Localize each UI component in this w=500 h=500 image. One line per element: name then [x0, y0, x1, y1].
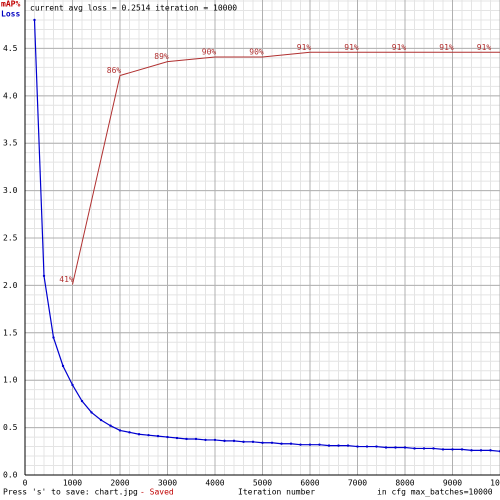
series-line — [33, 19, 500, 452]
loss-point — [232, 439, 236, 443]
x-tick-label: 2000 — [110, 479, 129, 488]
loss-point — [365, 445, 369, 448]
y-tick-label: 4.5 — [3, 44, 18, 53]
loss-point — [289, 442, 293, 445]
loss-point — [42, 274, 46, 278]
loss-point — [422, 447, 426, 450]
y-tick-label: 1.0 — [3, 376, 18, 385]
x-tick-label: 5000 — [253, 479, 272, 488]
loss-point — [375, 445, 378, 448]
y-tick-label: 2.5 — [3, 234, 18, 243]
footer-right: in cfg max_batches=10000 — [377, 488, 493, 497]
x-tick-label: 6000 — [300, 479, 319, 488]
loss-point — [156, 434, 160, 438]
data-label: 91% — [344, 43, 359, 52]
loss-point — [242, 440, 245, 444]
footer-left: Press 's' to save: chart.jpg — [3, 488, 138, 497]
loss-point — [80, 399, 84, 403]
x-tick-label: 10 — [490, 479, 500, 488]
legend-bg — [0, 0, 22, 20]
loss-point — [308, 443, 312, 446]
loss-point — [384, 446, 388, 449]
loss-point — [147, 433, 150, 437]
y-tick-label: 4.0 — [3, 91, 18, 100]
data-label: 89% — [154, 52, 169, 61]
loss-point — [346, 444, 350, 447]
loss-point — [137, 433, 141, 436]
x-tick-label: 0 — [23, 479, 28, 488]
loss-point — [432, 447, 435, 450]
loss-point — [251, 440, 255, 444]
loss-point — [413, 447, 416, 450]
x-tick-label: 3000 — [158, 479, 177, 488]
data-label: 86% — [107, 66, 122, 75]
loss-point — [470, 449, 473, 452]
y-tick-label: 3.5 — [3, 139, 18, 148]
loss-point — [318, 443, 321, 446]
loss-point — [99, 418, 103, 422]
x-axis-label: Iteration number — [238, 488, 315, 497]
loss-point — [394, 446, 397, 449]
loss-point — [299, 443, 302, 446]
loss-point — [403, 446, 407, 449]
loss-point — [61, 364, 65, 368]
loss-point — [118, 429, 122, 432]
data-label: 91% — [297, 43, 312, 52]
loss-point — [166, 435, 169, 439]
loss-point — [441, 448, 445, 451]
data-label: 91% — [477, 43, 492, 52]
loss-point — [90, 411, 93, 414]
loss-point — [213, 438, 217, 442]
loss-point — [270, 441, 274, 444]
loss-point — [223, 439, 226, 443]
series-line — [72, 51, 500, 285]
loss-point — [337, 444, 340, 447]
loss-point — [489, 449, 492, 452]
loss-point — [204, 438, 207, 442]
loss-point — [71, 383, 74, 387]
loss-point — [109, 424, 112, 427]
x-tick-label: 4000 — [205, 479, 224, 488]
x-tick-label: 9000 — [443, 479, 462, 488]
loss-point — [327, 444, 331, 447]
y-tick-label: 3.0 — [3, 186, 18, 195]
legend-map: mAP% — [1, 0, 20, 9]
loss-point — [479, 449, 483, 452]
x-tick-label: 8000 — [395, 479, 414, 488]
loss-point — [185, 437, 188, 441]
loss-point — [261, 441, 264, 444]
y-tick-label: 0.5 — [3, 423, 18, 432]
loss-point — [356, 445, 359, 448]
x-tick-label: 7000 — [348, 479, 367, 488]
footer-saved: - Saved — [140, 488, 174, 497]
legend-loss: Loss — [1, 10, 20, 19]
chart-title: current avg loss = 0.2514 iteration = 10… — [30, 4, 237, 13]
loss-point — [52, 336, 55, 339]
loss-point — [194, 437, 198, 441]
data-label: 91% — [392, 43, 407, 52]
data-label: 91% — [439, 43, 454, 52]
loss-point — [460, 448, 464, 451]
data-label: 90% — [249, 47, 264, 56]
data-label: 41% — [59, 275, 74, 284]
data-label: 90% — [202, 47, 217, 56]
loss-point — [175, 436, 179, 440]
y-tick-label: 0.0 — [3, 471, 18, 480]
y-tick-label: 2.0 — [3, 281, 18, 290]
loss-point — [280, 442, 283, 445]
y-tick-label: 1.5 — [3, 328, 18, 337]
loss-point — [33, 18, 36, 22]
loss-point — [451, 448, 454, 451]
x-tick-label: 1000 — [63, 479, 82, 488]
loss-point — [128, 431, 131, 434]
